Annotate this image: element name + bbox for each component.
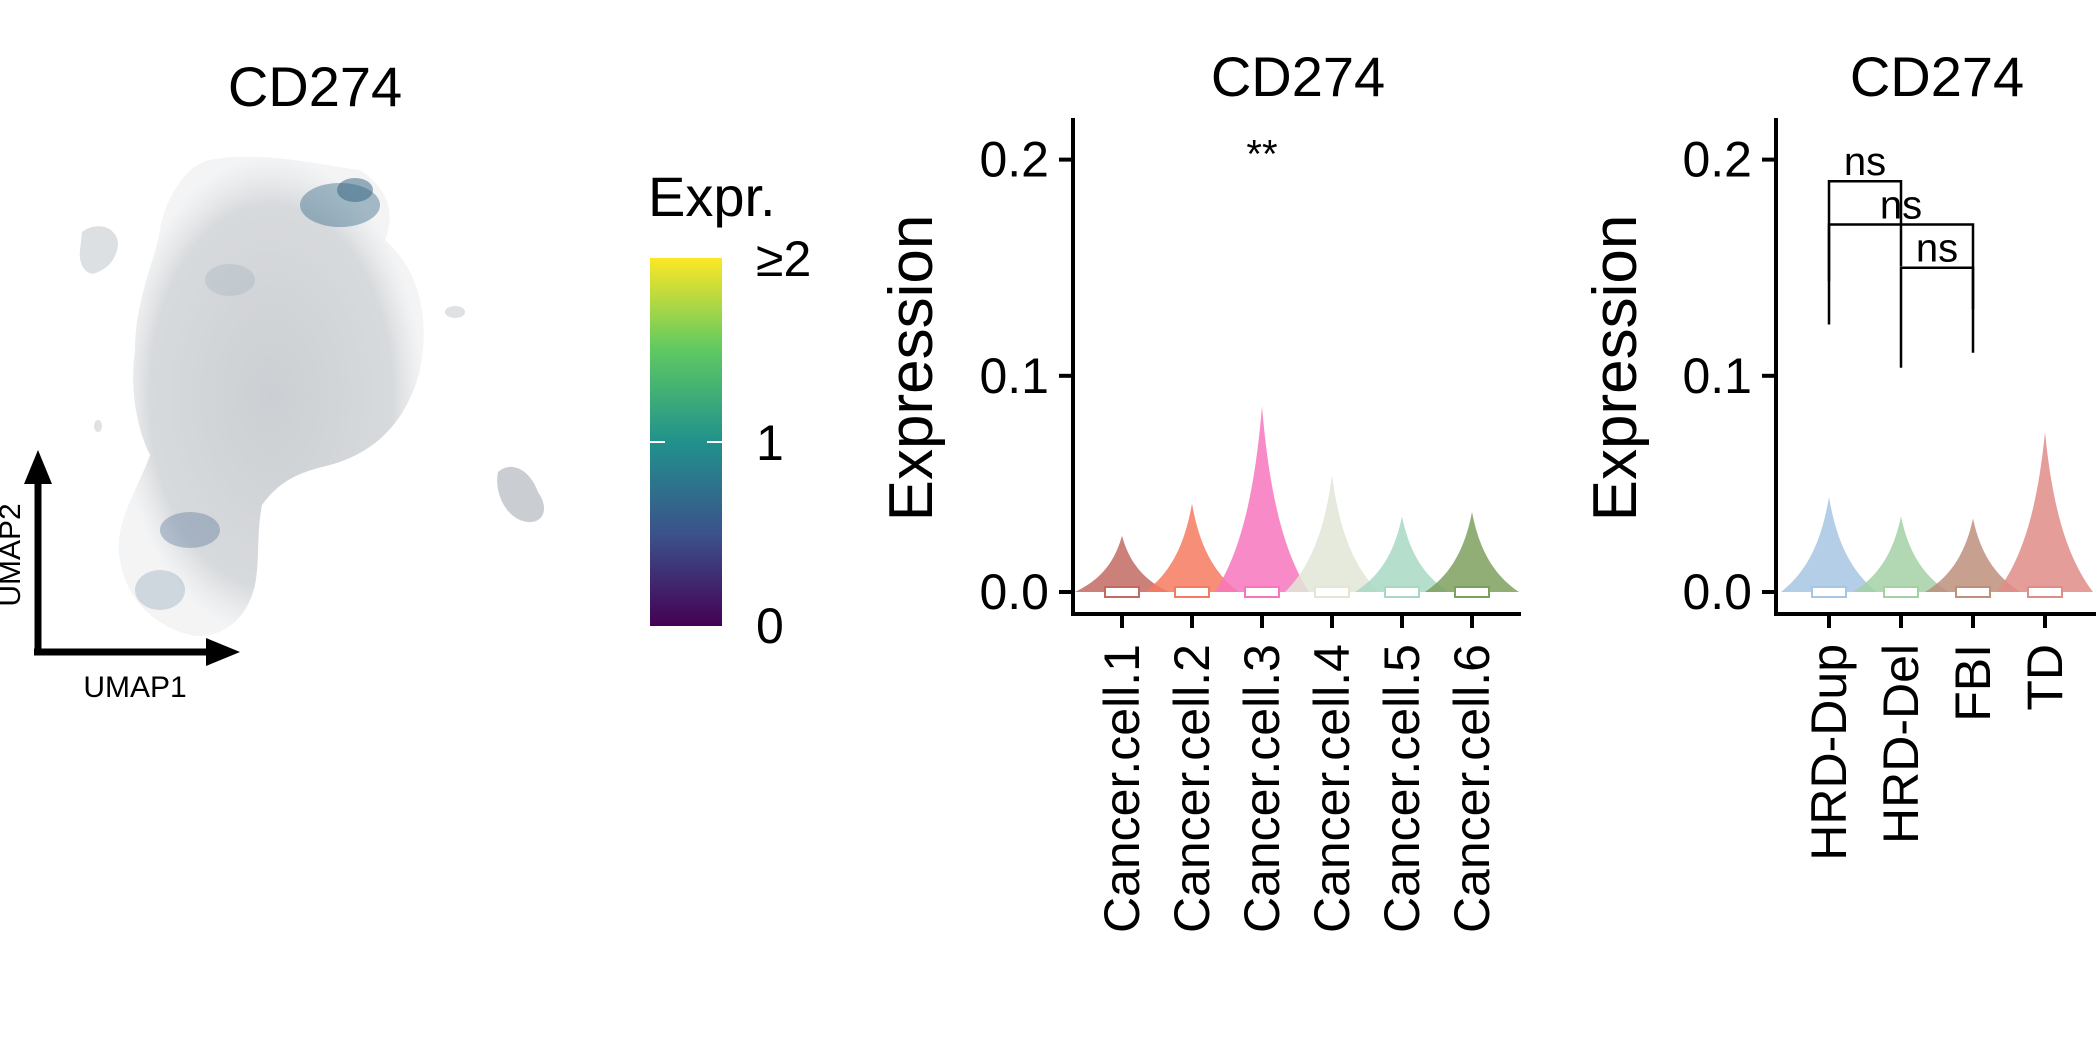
significance-label: **	[1246, 133, 1277, 177]
umap-expression-hotspot	[160, 512, 220, 548]
boxplot-HRD-Del	[1883, 586, 1919, 598]
boxplot-Cancer.cell.6	[1454, 586, 1490, 598]
umap-title: CD274	[228, 55, 402, 118]
violin-HRD-Del	[1853, 516, 1949, 592]
x-tick-label-Cancer.cell.4: Cancer.cell.4	[1304, 644, 1360, 933]
violin-Cancer.cell.3	[1215, 406, 1309, 592]
umap-main-cluster	[118, 156, 424, 636]
x-tick-label-Cancer.cell.6: Cancer.cell.6	[1444, 644, 1500, 933]
boxplot-HRD-Dup	[1811, 586, 1847, 598]
violin1-title: CD274	[1211, 45, 1385, 108]
umap-expression-hotspot	[337, 178, 373, 202]
violin-Cancer.cell.5	[1355, 516, 1449, 592]
boxplot-FBI	[1955, 586, 1991, 598]
umap-small-cluster-left	[79, 226, 118, 274]
umap-speck	[445, 306, 465, 318]
umap-expression-hotspot	[135, 570, 185, 610]
boxplot-Cancer.cell.1	[1104, 586, 1140, 598]
x-tick-label-Cancer.cell.2: Cancer.cell.2	[1164, 644, 1220, 933]
x-tick-label-TD: TD	[2017, 644, 2073, 711]
boxplot-Cancer.cell.5	[1384, 586, 1420, 598]
x-tick-label-Cancer.cell.1: Cancer.cell.1	[1094, 644, 1150, 933]
violin-panel-genomic-groups: CD274 Expression 0.0 0.1 0.2 HRD-Dup HRD-De…	[1581, 45, 2096, 861]
umap-cell-cloud	[79, 156, 545, 636]
y-tick-label: 0.1	[979, 348, 1049, 404]
comparison-label: ns	[1844, 140, 1886, 184]
legend-tick-0: 0	[756, 598, 784, 654]
y-tick-label: 0.1	[1682, 348, 1752, 404]
y-tick-label: 0.0	[979, 564, 1049, 620]
comparison-bracket	[1899, 266, 1975, 368]
comparison-label: ns	[1880, 183, 1922, 227]
violin-Cancer.cell.2	[1145, 503, 1239, 592]
comparison-label: ns	[1916, 227, 1958, 271]
x-tick-label-HRD-Del: HRD-Del	[1873, 644, 1929, 844]
umap-small-cluster-right	[497, 466, 545, 523]
boxplot-TD	[2027, 586, 2063, 598]
violin-Cancer.cell.1	[1075, 535, 1169, 592]
boxplot-Cancer.cell.2	[1174, 586, 1210, 598]
y-tick-label: 0.0	[1682, 564, 1752, 620]
y-tick-label: 0.2	[1682, 132, 1752, 188]
umap-y-label: UMAP2	[0, 503, 27, 606]
umap-speck	[94, 420, 102, 432]
legend-tick-2: ≥2	[756, 231, 811, 287]
violin2-y-label: Expression	[1581, 215, 1650, 522]
x-tick-label-Cancer.cell.3: Cancer.cell.3	[1234, 644, 1290, 933]
violin-HRD-Dup	[1781, 496, 1877, 592]
umap-axis-arrows	[24, 450, 240, 666]
boxplot-Cancer.cell.3	[1244, 586, 1280, 598]
violin-panel-cancer-cells: CD274 Expression 0.0 0.1 0.2 Cancer.cell.1…	[877, 45, 1521, 933]
x-tick-label-FBI: FBI	[1945, 644, 2001, 722]
boxplot-Cancer.cell.4	[1314, 586, 1350, 598]
x-tick-label-Cancer.cell.5: Cancer.cell.5	[1374, 644, 1430, 933]
x-tick-label-HRD-Dup: HRD-Dup	[1801, 644, 1857, 861]
y-tick-label: 0.2	[979, 132, 1049, 188]
violin-Cancer.cell.6	[1425, 512, 1519, 592]
violin2-title: CD274	[1850, 45, 2024, 108]
legend-tick-1: 1	[756, 415, 784, 471]
colorbar-legend: Expr. 0 1 ≥2	[648, 165, 811, 654]
umap-x-label: UMAP1	[83, 671, 186, 704]
violin-TD	[1997, 432, 2093, 592]
violin-Cancer.cell.4	[1285, 475, 1379, 592]
umap-panel: CD274 UMAP1 UMAP2	[0, 55, 545, 704]
violin1-y-label: Expression	[877, 215, 946, 522]
umap-expression-hotspot	[205, 264, 255, 296]
legend-title: Expr.	[648, 165, 776, 228]
violin-FBI	[1925, 518, 2021, 592]
